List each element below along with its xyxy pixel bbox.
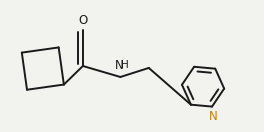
Text: N: N: [209, 110, 217, 122]
Text: N: N: [115, 59, 124, 72]
Text: O: O: [78, 14, 88, 27]
Text: H: H: [121, 60, 129, 70]
